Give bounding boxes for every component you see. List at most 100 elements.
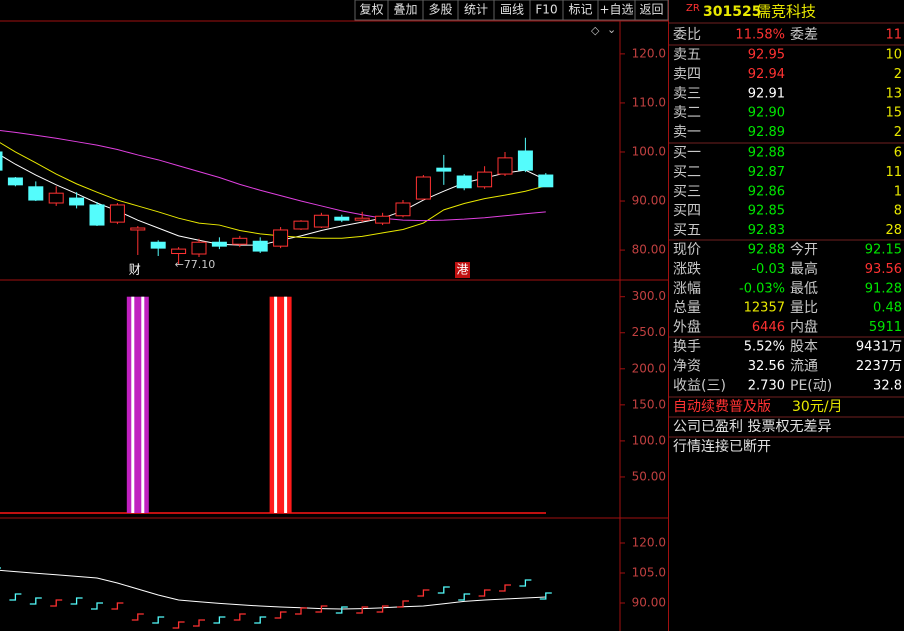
price-tick xyxy=(50,599,63,607)
book-price: 92.94 xyxy=(748,67,785,82)
candle-body xyxy=(273,229,289,247)
price-tick xyxy=(91,602,103,610)
icon-expand[interactable]: ⌄ xyxy=(607,23,616,36)
field-value: 92.88 xyxy=(748,243,785,258)
field-value: 11 xyxy=(885,28,902,43)
field-value: 93.56 xyxy=(865,262,902,277)
price-tick xyxy=(458,593,471,601)
book-label: 买三 xyxy=(673,184,701,200)
button-label[interactable]: 复权 xyxy=(359,3,383,17)
candle-body xyxy=(436,167,452,172)
field-value: 32.8 xyxy=(873,378,902,393)
candle-body xyxy=(150,241,166,249)
candle-body xyxy=(28,186,44,201)
book-label: 买一 xyxy=(673,145,701,161)
price-tick xyxy=(29,597,42,605)
book-label: 卖四 xyxy=(673,66,701,82)
y-tick-label: 250.0 xyxy=(632,325,666,339)
price-tick xyxy=(437,586,450,594)
book-volume: 1 xyxy=(894,184,902,199)
field-value: -0.03 xyxy=(751,262,785,277)
button-label[interactable]: 标记 xyxy=(568,3,592,17)
candle-body xyxy=(232,237,248,245)
toolbar-button[interactable]: 统计 xyxy=(457,0,495,21)
candle-body xyxy=(538,174,554,188)
candle-body xyxy=(171,248,187,255)
ma-line xyxy=(0,569,546,610)
book-price: 92.95 xyxy=(748,48,785,63)
field-label: 委差 xyxy=(790,27,818,43)
charts: 80.00 90.00 100.0 110.0 120.0 财 港 ←77.10 50.00 10… xyxy=(0,46,666,629)
bar-stripe xyxy=(274,296,278,513)
toolbar-button[interactable]: 复权 xyxy=(354,0,389,21)
low-label: ←77.10 xyxy=(175,258,216,271)
book-price: 92.85 xyxy=(748,204,785,219)
toolbar-button[interactable]: 叠加 xyxy=(387,0,424,21)
book-label: 买五 xyxy=(673,223,701,239)
field-label: 收益(三) xyxy=(673,378,726,394)
ma-line xyxy=(0,130,546,222)
price-tick xyxy=(193,619,205,627)
toolbar-button[interactable]: 标记 xyxy=(562,0,599,21)
candle-body xyxy=(211,241,227,247)
field-label: 最高 xyxy=(790,260,818,277)
book-label: 卖三 xyxy=(673,86,701,102)
bar-stripe xyxy=(284,296,288,513)
candle-body xyxy=(191,241,207,255)
field-label: 净资 xyxy=(673,358,701,374)
promo-price[interactable]: 30元/月 xyxy=(792,399,843,415)
toolbar-button[interactable]: 画线 xyxy=(493,0,531,21)
field-value: 2.730 xyxy=(748,378,785,393)
price-tick xyxy=(417,589,430,597)
price-tick xyxy=(254,616,267,624)
button-label[interactable]: 返回 xyxy=(639,3,663,17)
y-tick-label: 80.00 xyxy=(632,243,666,257)
toolbar-button[interactable]: 返回 xyxy=(634,0,669,21)
button-label[interactable]: 多股 xyxy=(428,3,452,17)
stock-code: 301525 xyxy=(703,4,761,20)
button-frame[interactable] xyxy=(634,0,669,21)
book-label: 卖五 xyxy=(673,47,701,63)
toolbar-button[interactable]: F10 xyxy=(529,0,564,21)
field-value: 0.48 xyxy=(873,301,902,316)
candle-body xyxy=(375,215,391,224)
button-label[interactable]: 叠加 xyxy=(393,3,417,17)
price-tick xyxy=(539,592,552,600)
promo[interactable]: 自动续费普及版 xyxy=(673,398,771,415)
candle-body xyxy=(109,204,125,223)
button-label[interactable]: 画线 xyxy=(500,3,524,17)
toolbar-button[interactable]: 多股 xyxy=(422,0,459,21)
y-tick-label: 120.0 xyxy=(632,46,666,60)
candle-body xyxy=(395,202,411,217)
button-label[interactable]: F10 xyxy=(535,3,557,17)
candle-body xyxy=(69,197,85,206)
book-volume: 2 xyxy=(894,125,902,140)
field-label: 股本 xyxy=(790,339,818,355)
icon-diamond[interactable]: ◇ xyxy=(591,24,600,37)
book-price: 92.89 xyxy=(748,125,785,140)
candle-body xyxy=(497,157,513,175)
field-value: 32.56 xyxy=(748,359,785,374)
bar xyxy=(126,296,149,513)
field-label: 总量 xyxy=(673,300,701,316)
book-volume: 2 xyxy=(894,67,902,82)
notice: 公司已盈利 投票权无差异 xyxy=(673,419,831,435)
book-volume: 11 xyxy=(885,165,902,180)
price-tick xyxy=(356,606,369,614)
button-label[interactable]: 统计 xyxy=(464,3,488,17)
field-label: 最低 xyxy=(790,281,818,297)
y-tick-label: 300.0 xyxy=(632,289,666,303)
notice: 行情连接已断开 xyxy=(673,438,771,455)
bar-stripe xyxy=(131,296,135,513)
field-value: 11.58% xyxy=(735,28,785,43)
candle-body xyxy=(456,175,472,189)
price-tick xyxy=(397,600,409,608)
candle-body xyxy=(517,150,533,171)
button-label[interactable]: +自选 xyxy=(599,3,633,17)
book-volume: 13 xyxy=(885,86,902,101)
toolbar-button[interactable]: +自选 xyxy=(597,0,636,21)
y-tick-label: 105.0 xyxy=(632,566,666,580)
candle-body xyxy=(7,177,23,186)
candle-body xyxy=(89,204,105,226)
